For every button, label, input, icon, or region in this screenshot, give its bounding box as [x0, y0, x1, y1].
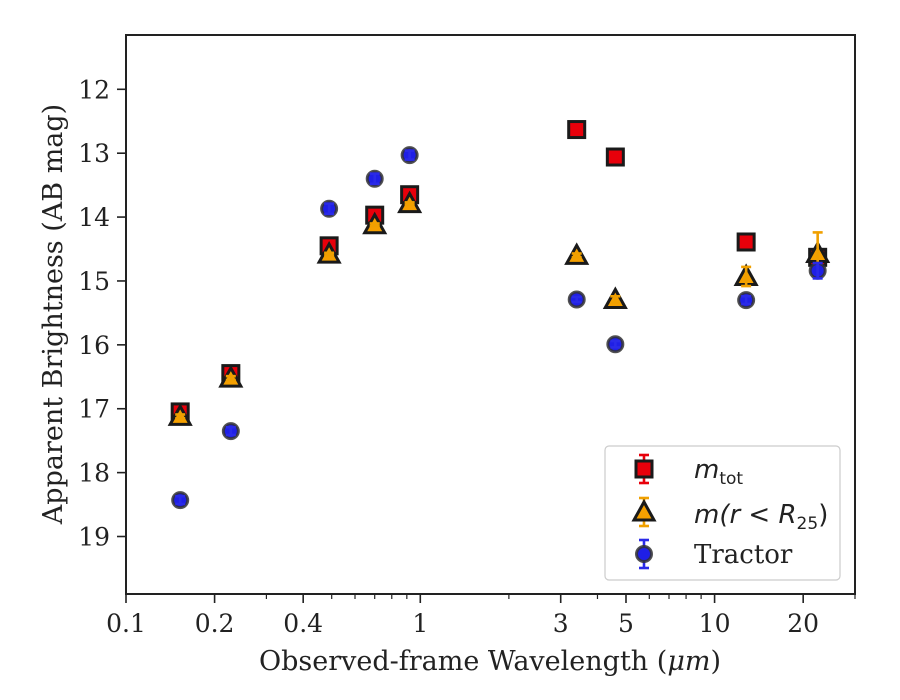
y-tick-label: 17: [78, 395, 110, 424]
legend-label-tractor: Tractor: [694, 540, 793, 570]
x-tick-label: 5: [618, 609, 634, 638]
legend-label-mtot: mtot: [694, 455, 743, 489]
y-tick-label: 13: [78, 139, 110, 168]
legend: mtot m(r < R25) Tractor: [604, 445, 841, 581]
legend-box: [604, 445, 841, 581]
x-tick-label: 1: [412, 609, 428, 638]
y-axis-label: Apparent Brightness (AB mag): [38, 104, 69, 525]
series-tractor: [171, 146, 827, 510]
y-tick-label: 18: [78, 459, 110, 488]
y-tick-label: 12: [78, 75, 110, 104]
series-mr25: [167, 190, 831, 426]
legend-label-mr25: m(r < R25): [694, 500, 828, 534]
x-axis-label: Observed-frame Wavelength (μm): [259, 646, 721, 677]
x-tick-label: 20: [787, 609, 819, 638]
y-tick-label: 16: [78, 331, 110, 360]
markers-layer: [167, 120, 831, 510]
x-tick-label: 0.2: [195, 609, 235, 638]
y-axis: 12 13 14 15 16 17 18 19: [78, 75, 126, 552]
x-axis: 0.1 0.2 0.4 1 3 5 10 20: [106, 594, 856, 638]
y-tick-label: 19: [78, 523, 110, 552]
x-tick-label: 0.4: [283, 609, 323, 638]
x-tick-label: 3: [553, 609, 569, 638]
x-tick-label: 0.1: [106, 609, 146, 638]
y-tick-label: 15: [78, 267, 110, 296]
legend-marker-mtot: [634, 459, 654, 479]
legend-marker-tractor: [635, 545, 653, 563]
plot-frame: [125, 34, 856, 595]
legend-markers: [631, 453, 657, 570]
y-tick-label: 14: [78, 203, 110, 232]
legend-marker-mr25: [631, 498, 657, 522]
x-tick-label: 10: [699, 609, 731, 638]
